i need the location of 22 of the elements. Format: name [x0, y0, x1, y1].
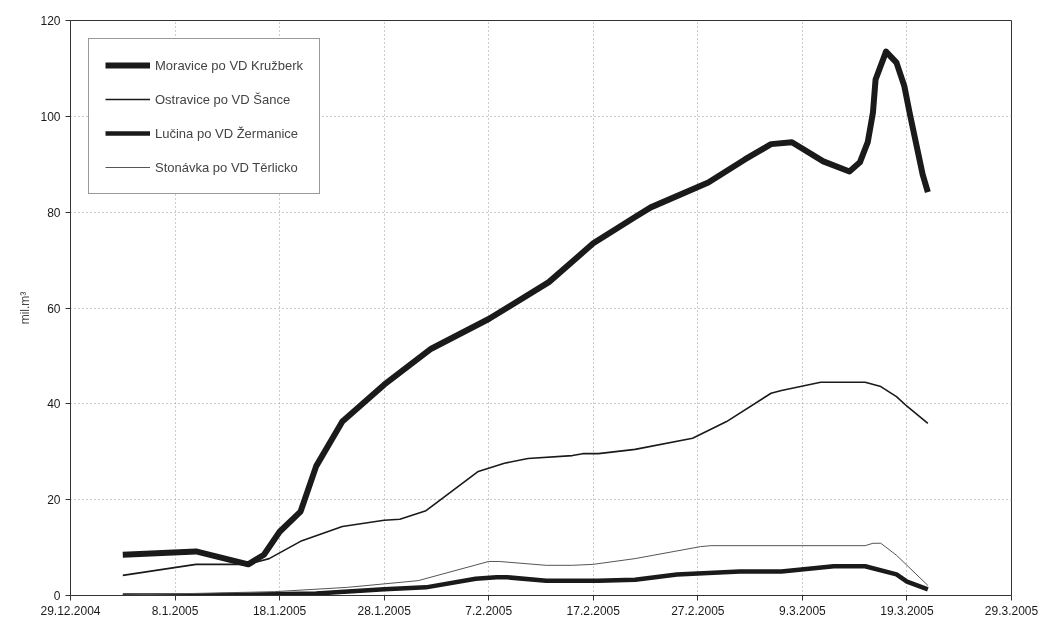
x-tick-label: 29.12.2004: [40, 603, 101, 618]
y-tick-label: 120: [40, 14, 61, 28]
y-tick-label: 0: [53, 589, 61, 603]
y-tick-label: 60: [47, 301, 61, 316]
legend-label: Stonávka po VD Těrlicko: [155, 159, 298, 175]
x-tick-label: 18.1.2005: [252, 603, 307, 618]
legend-label: Ostravice po VD Šance: [155, 91, 291, 107]
y-tick-label: 20: [47, 493, 61, 508]
legend-label: Lučina po VD Žermanice: [155, 125, 299, 141]
y-tick-label: 40: [47, 397, 61, 412]
legend-label: Moravice po VD Kružberk: [155, 57, 304, 73]
x-tick-label: 27.2.2005: [671, 603, 725, 618]
x-tick-label: 17.2.2005: [566, 603, 621, 618]
x-tick-label: 7.2.2005: [465, 603, 513, 618]
x-tick-label: 28.1.2005: [357, 603, 412, 618]
x-tick-label: 9.3.2005: [779, 603, 827, 618]
y-axis-title: mil.m³: [18, 291, 33, 325]
x-tick-label: 19.3.2005: [880, 603, 934, 618]
y-tick-label: 100: [40, 109, 61, 124]
y-tick-label: 80: [47, 205, 61, 220]
x-tick-label: 29.3.2005: [984, 603, 1039, 618]
x-tick-label: 8.1.2005: [151, 603, 199, 618]
